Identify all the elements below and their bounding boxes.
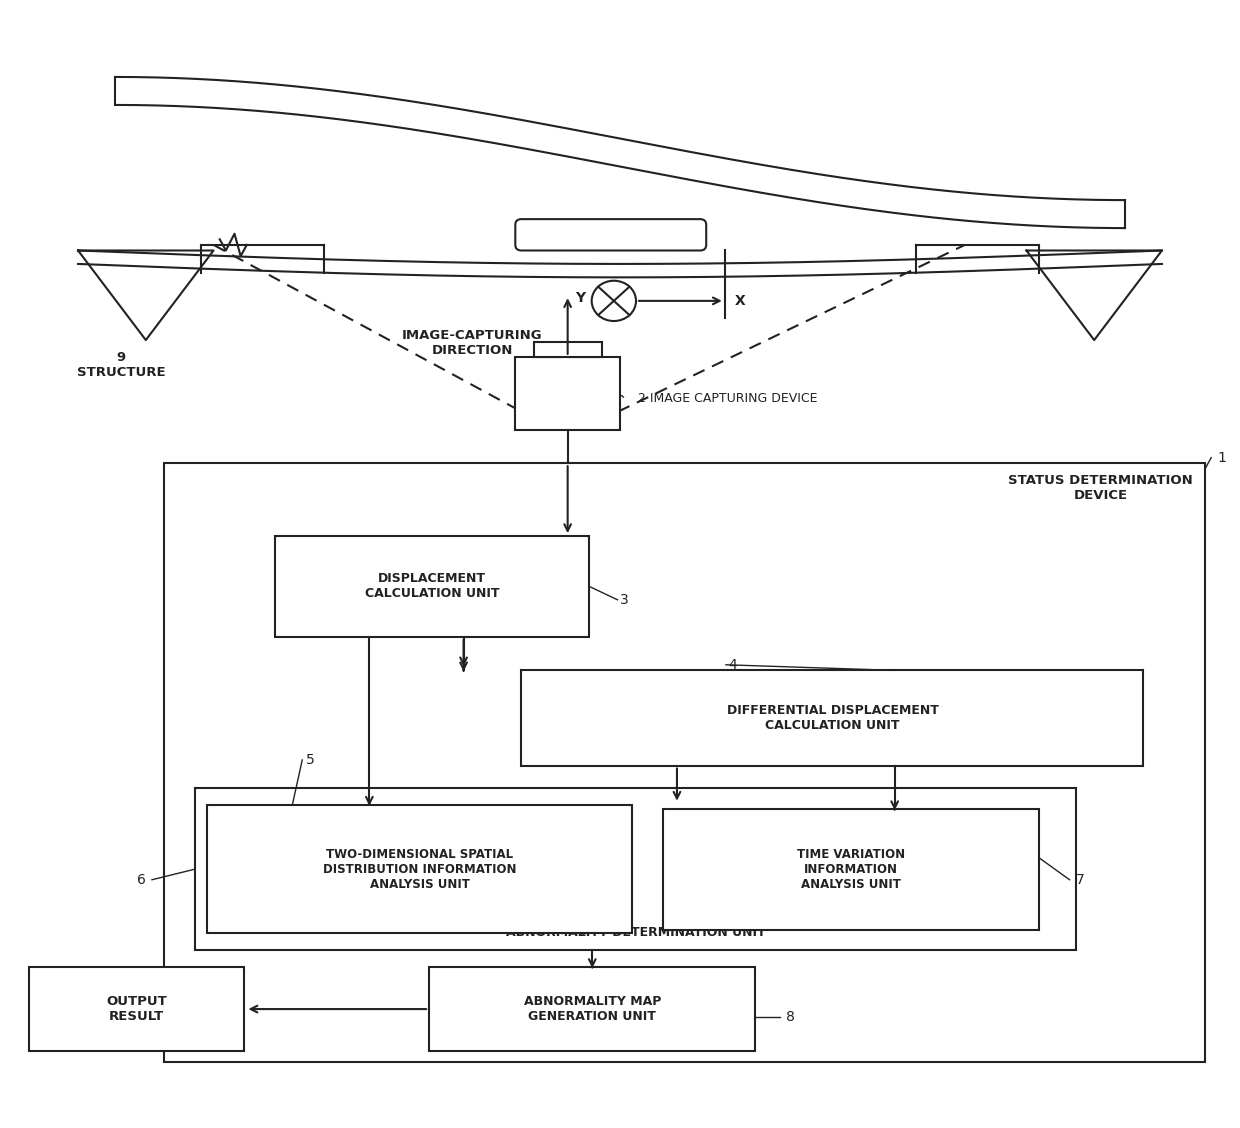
Text: 3: 3 [620,593,629,607]
Bar [164,464,1205,1063]
Bar [533,342,601,356]
Text: DISPLACEMENT
CALCULATION UNIT: DISPLACEMENT CALCULATION UNIT [365,572,500,600]
Text: 6: 6 [136,873,146,887]
Bar [29,967,244,1051]
Text: 8: 8 [786,1011,795,1024]
Text: 1: 1 [1218,450,1226,465]
Text: 5: 5 [306,754,315,767]
Text: 7: 7 [1076,873,1085,887]
Bar [207,804,632,934]
Text: TIME VARIATION
INFORMATION
ANALYSIS UNIT: TIME VARIATION INFORMATION ANALYSIS UNIT [797,848,905,891]
Bar [275,536,589,637]
Text: X: X [734,294,745,308]
Text: ABNORMALITY MAP
GENERATION UNIT: ABNORMALITY MAP GENERATION UNIT [523,995,661,1023]
Text: 4: 4 [728,658,737,672]
Text: 2 IMAGE CAPTURING DEVICE: 2 IMAGE CAPTURING DEVICE [639,391,818,405]
Text: IMAGE-CAPTURING
DIRECTION: IMAGE-CAPTURING DIRECTION [402,329,543,356]
Text: DIFFERENTIAL DISPLACEMENT
CALCULATION UNIT: DIFFERENTIAL DISPLACEMENT CALCULATION UN… [727,704,939,732]
Text: OUTPUT
RESULT: OUTPUT RESULT [107,995,167,1023]
Text: ABNORMALITY DETERMINATION UNIT: ABNORMALITY DETERMINATION UNIT [506,926,765,940]
Bar [429,967,755,1051]
Bar [516,356,620,430]
Text: STATUS DETERMINATION
DEVICE: STATUS DETERMINATION DEVICE [1008,475,1193,502]
FancyBboxPatch shape [516,219,707,250]
Text: Y: Y [575,291,585,305]
Bar [663,809,1039,931]
Bar [195,788,1076,950]
Text: TWO-DIMENSIONAL SPATIAL
DISTRIBUTION INFORMATION
ANALYSIS UNIT: TWO-DIMENSIONAL SPATIAL DISTRIBUTION INF… [324,847,517,891]
Text: 9
STRUCTURE: 9 STRUCTURE [77,351,165,379]
Bar [522,670,1143,766]
